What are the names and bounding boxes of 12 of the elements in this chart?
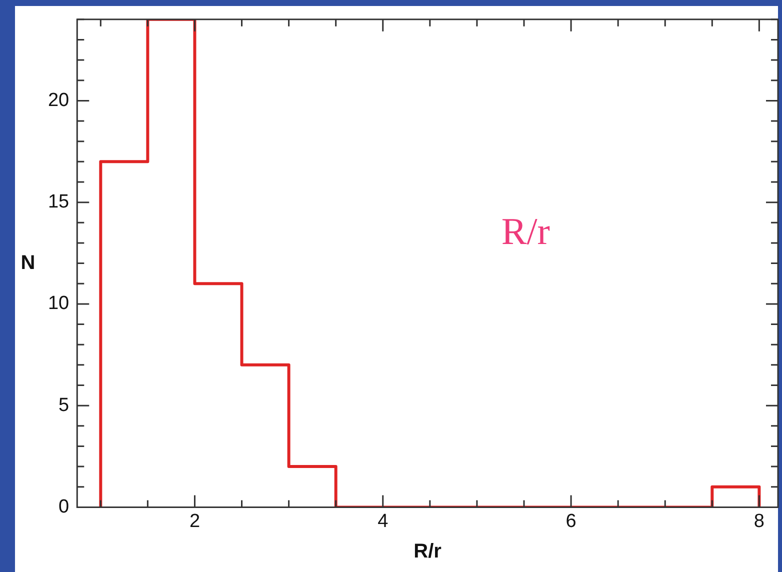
- y-tick-label: 20: [48, 90, 70, 111]
- y-tick-label: 10: [48, 293, 70, 314]
- x-tick-label: 8: [754, 510, 764, 532]
- y-tick-label: 0: [58, 496, 70, 518]
- y-tick-label: 15: [48, 192, 70, 213]
- x-tick-label: 6: [566, 510, 576, 532]
- y-axis-title: N: [20, 252, 36, 274]
- x-tick-label: 4: [378, 510, 389, 532]
- annotation: R/r: [501, 211, 550, 254]
- x-axis-title: R/r: [414, 540, 442, 563]
- x-tick-label: 2: [189, 510, 200, 532]
- y-tick-label: 5: [58, 394, 70, 416]
